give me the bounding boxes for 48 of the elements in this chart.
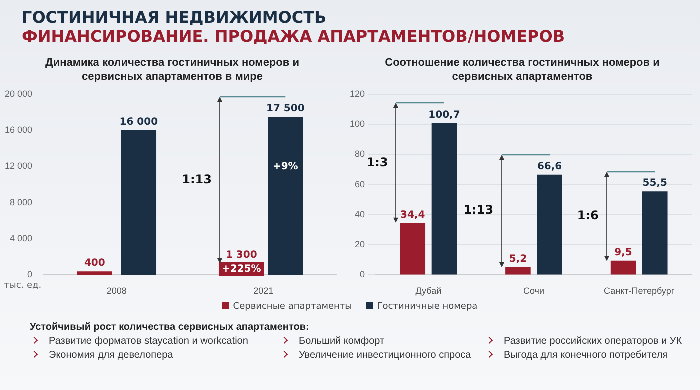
annotation: +225% <box>222 264 262 275</box>
x-tick-label: Дубай <box>416 286 442 296</box>
y-axis-title: тыс. ед. <box>4 281 42 292</box>
y-tick-label: 8 000 <box>10 197 33 208</box>
text: Устойчивый рост количества сервисных апартаментов: <box>30 322 310 333</box>
legend-label: Гостиничные номера <box>377 302 478 312</box>
x-tick-label: 2021 <box>254 286 274 296</box>
x-tick-label: Санкт-Петербург <box>604 286 676 296</box>
x-tick-label: 2008 <box>106 286 127 296</box>
data-label: 1 300 <box>226 250 258 262</box>
data-label: 400 <box>84 258 106 270</box>
text: Развитие форматов staycation и workcation <box>49 336 248 347</box>
y-tick-label: 120 <box>350 88 366 99</box>
annotation: 1:13 <box>464 203 494 218</box>
data-label: 16 000 <box>120 117 158 128</box>
chart-title: Динамика количества гостиничных номеров и сервисных апартаментов в мире <box>44 56 300 85</box>
y-tick-label: 40 <box>355 209 366 220</box>
text: ФИНАНСИРОВАНИЕ. ПРОДАЖА АПАРТАМЕНТОВ/НОМЕРОВ <box>22 27 566 46</box>
x-tick-label: Сочи <box>523 286 545 296</box>
data-label: 66,6 <box>537 161 562 172</box>
data-label: 5,2 <box>509 254 528 265</box>
y-tick-label: 60 <box>355 179 366 190</box>
y-tick-label: 20 000 <box>4 88 33 99</box>
chart-title: Соотношение количества гостиничных номеров и сервисных апартаментов <box>384 56 661 85</box>
y-tick-label: 12 000 <box>4 161 33 172</box>
y-tick-label: 16 000 <box>4 125 33 136</box>
y-tick-label: 0 <box>28 270 33 280</box>
data-label: 34,4 <box>400 210 426 221</box>
text: Увеличение инвестиционного спроса <box>299 350 472 361</box>
annotation: 1:6 <box>577 208 599 222</box>
text: Экономия для девелопера <box>49 350 174 361</box>
data-label: 55,5 <box>642 178 668 190</box>
data-label: 100,7 <box>428 110 460 122</box>
text: ГОСТИНИЧНАЯ НЕДВИЖИМОСТЬ <box>22 8 328 27</box>
annotation: 1:13 <box>182 172 212 186</box>
text: Развитие российских операторов и УК <box>504 336 682 347</box>
annotation: 1:3 <box>366 156 388 170</box>
y-tick-label: 4 000 <box>10 234 33 244</box>
legend-label: Сервисные апартаменты <box>233 302 352 312</box>
y-tick-label: 100 <box>350 119 366 130</box>
data-label: 17 500 <box>266 104 305 115</box>
y-tick-label: 20 <box>355 240 366 250</box>
annotation: +9% <box>272 161 298 172</box>
data-label: 9,5 <box>614 247 632 258</box>
text: Выгода для конечного потребителя <box>504 350 668 361</box>
text: Больший комфорт <box>299 336 385 347</box>
y-tick-label: 0 <box>360 270 366 280</box>
y-tick-label: 80 <box>355 149 366 160</box>
